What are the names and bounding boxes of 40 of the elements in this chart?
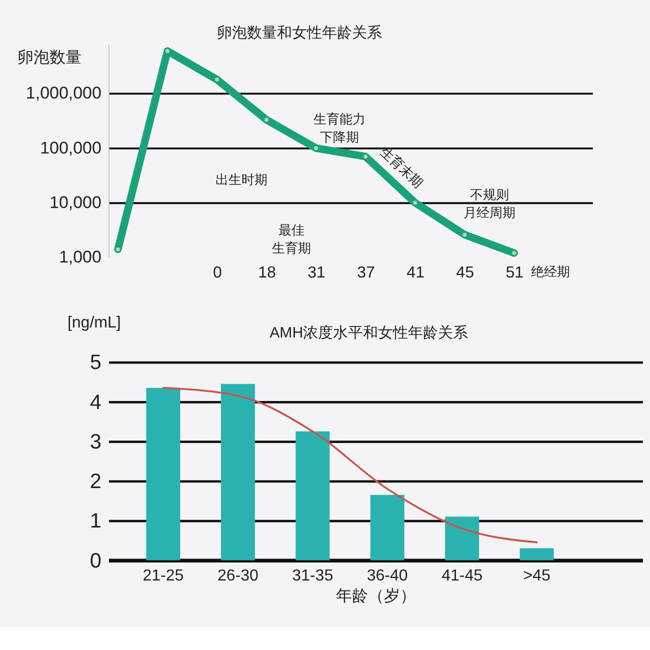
x-tick-label: 37: [357, 264, 376, 282]
annotation: 生育末期: [377, 144, 426, 190]
x-tick-label: 41-45: [442, 566, 483, 584]
annotation: 最佳生育期: [272, 222, 312, 256]
text: 绝经期: [531, 264, 570, 280]
y-tick-label: 1,000,000: [26, 84, 102, 103]
x-tick-label: 36-40: [366, 566, 408, 584]
line-series: [162, 386, 538, 544]
annotation: 生育能力下降期: [314, 111, 366, 144]
y-tick-label: 10,000: [50, 192, 102, 212]
x-tick-label: 51: [506, 264, 524, 282]
x-tick-label: 18: [258, 264, 276, 282]
y-tick-label: 1: [90, 510, 102, 533]
x-tick-label: 45: [456, 264, 474, 282]
bar: [296, 431, 330, 560]
x-tick-label: 31: [308, 264, 326, 282]
y-tick-label: 1,000: [58, 248, 102, 267]
bar: [520, 548, 554, 560]
y-tick-label: 5: [90, 351, 102, 374]
y-tick-label: 3: [90, 430, 102, 454]
y-tick-label: 100,000: [40, 138, 102, 158]
annotation: 出生时期: [216, 172, 268, 187]
x-tick-label: 41: [406, 264, 425, 282]
x-tick-label: 21-25: [142, 566, 184, 584]
annotation: 不规则月经周期: [464, 186, 516, 220]
y-tick-label: 2: [90, 470, 102, 494]
y-axis-title: [ng/mL]: [67, 314, 121, 332]
y-axis-title: 卵泡数量: [17, 48, 82, 67]
y-tick-label: 4: [90, 390, 102, 414]
chart-title: 卵泡数量和女性年龄关系: [217, 24, 382, 42]
x-tick-label: 26-30: [217, 566, 259, 584]
chart-title: AMH浓度水平和女性年龄关系: [270, 324, 468, 342]
x-tick-label: >45: [523, 566, 550, 584]
bar: [370, 494, 404, 560]
bar: [220, 384, 255, 560]
bar: [146, 388, 180, 560]
x-tick-label: 31-35: [292, 566, 334, 584]
x-axis-title: 年龄（岁）: [336, 587, 416, 606]
bar: [445, 516, 480, 560]
x-tick-label: 0: [212, 264, 222, 282]
